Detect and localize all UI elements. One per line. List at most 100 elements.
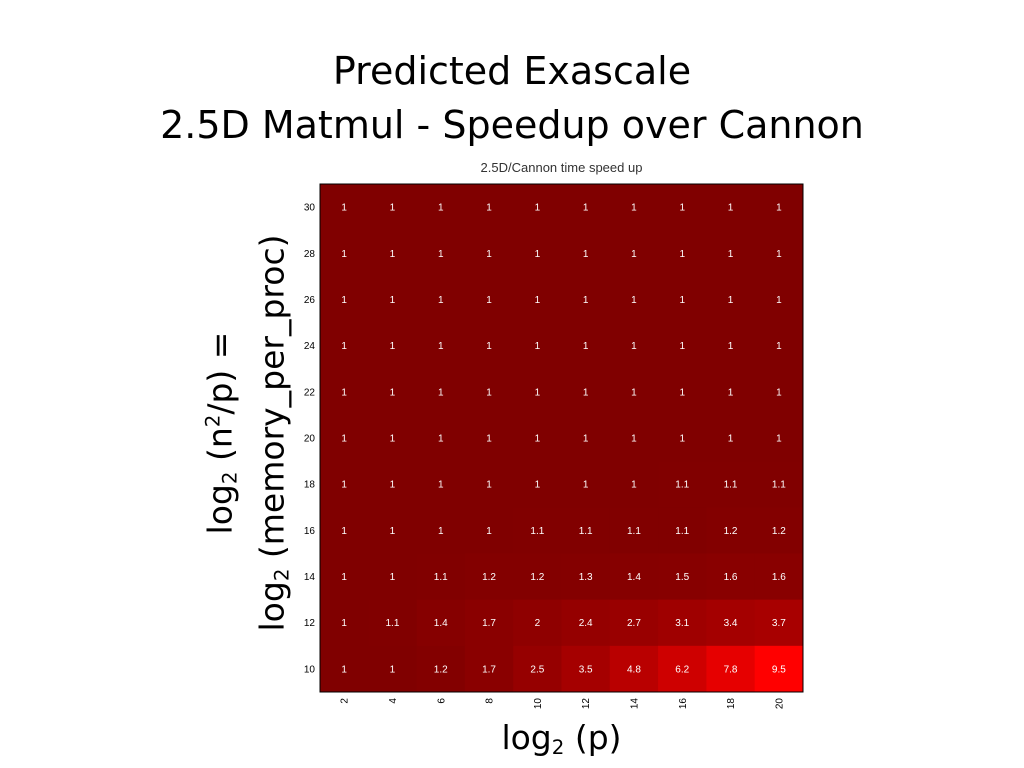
cell-value-label: 1.1 xyxy=(530,526,544,537)
heatmap-cell xyxy=(706,230,756,277)
cell-value-label: 1.1 xyxy=(627,526,641,537)
cell-value-label: 1.1 xyxy=(385,618,399,629)
cell-value-label: 1 xyxy=(679,203,685,214)
slide-title-line2: 2.5D Matmul - Speedup over Cannon xyxy=(160,103,864,147)
cell-value-label: 1 xyxy=(390,387,396,398)
heatmap-cell xyxy=(609,184,659,231)
heatmap-cell xyxy=(416,553,466,601)
heatmap-cell xyxy=(658,276,707,324)
heatmap-cell xyxy=(754,322,804,370)
cell-value-label: 1 xyxy=(486,526,492,537)
cell-value-label: 1 xyxy=(535,295,541,306)
cell-value-label: 1 xyxy=(486,249,492,260)
cell-value-label: 1 xyxy=(535,249,541,260)
cell-value-label: 1.6 xyxy=(724,572,738,583)
cell-value-label: 1.5 xyxy=(675,572,689,583)
heatmap-cell xyxy=(464,553,514,601)
cell-value-label: 1 xyxy=(341,341,347,352)
cell-value-label: 1 xyxy=(341,618,347,629)
heatmap-cell xyxy=(706,599,756,647)
cell-value-label: 1.1 xyxy=(675,480,689,491)
heatmap-cell xyxy=(754,645,804,693)
heatmap-cell xyxy=(754,230,804,277)
heatmap-cell xyxy=(368,230,418,277)
heatmap-cell xyxy=(320,507,369,554)
cell-value-label: 1 xyxy=(438,387,444,398)
cell-value-label: 1 xyxy=(679,434,685,445)
heatmap-cell xyxy=(320,230,369,277)
heatmap-cell xyxy=(368,184,418,231)
heatmap-cell xyxy=(368,322,418,370)
heatmap-cell xyxy=(513,645,562,693)
heatmap-cell xyxy=(320,645,369,693)
heatmap-cell xyxy=(561,645,611,693)
heatmap-cell xyxy=(320,461,369,508)
y-tick-label: 30 xyxy=(304,203,316,214)
cell-value-label: 1 xyxy=(776,387,782,398)
cell-value-label: 1 xyxy=(341,249,347,260)
cell-value-label: 1 xyxy=(583,434,589,445)
plot-title: 2.5D/Cannon time speed up xyxy=(480,160,643,175)
x-label-sub: 2 xyxy=(551,735,565,759)
heatmap-cell xyxy=(706,645,756,693)
heatmap-cell xyxy=(658,368,707,416)
cell-value-label: 1 xyxy=(535,480,541,491)
cell-value-label: 1 xyxy=(776,295,782,306)
cell-value-label: 1 xyxy=(728,295,734,306)
heatmap-cell xyxy=(416,507,466,554)
cell-value-label: 1 xyxy=(535,434,541,445)
cell-value-label: 1 xyxy=(341,203,347,214)
cell-value-label: 1 xyxy=(535,387,541,398)
heatmap-cell xyxy=(754,507,804,554)
cell-value-label: 1 xyxy=(438,434,444,445)
heatmap-cell xyxy=(368,645,418,693)
cell-value-label: 1.1 xyxy=(579,526,593,537)
cell-value-label: 1 xyxy=(728,341,734,352)
heatmap-cell xyxy=(416,322,466,370)
cell-value-label: 1 xyxy=(535,341,541,352)
cell-value-label: 1.1 xyxy=(772,480,786,491)
heatmap-cell xyxy=(609,230,659,277)
cell-value-label: 1 xyxy=(390,341,396,352)
cell-value-label: 1 xyxy=(341,526,347,537)
heatmap-cell xyxy=(658,414,707,462)
heatmap-cell xyxy=(706,507,756,554)
x-tick-label: 12 xyxy=(581,698,592,710)
cell-value-label: 1 xyxy=(631,295,637,306)
heatmap-cell xyxy=(464,368,514,416)
heatmap-cell xyxy=(754,276,804,324)
heatmap-cell xyxy=(706,414,756,462)
cell-value-label: 1 xyxy=(438,341,444,352)
plot-border xyxy=(319,183,804,693)
cell-value-label: 1.7 xyxy=(482,618,496,629)
cell-value-label: 1 xyxy=(486,295,492,306)
heatmap-cell xyxy=(416,230,466,277)
heatmap-cell xyxy=(561,461,611,508)
cell-value-label: 6.2 xyxy=(675,664,689,675)
cell-value-label: 1 xyxy=(631,434,637,445)
cell-value-label: 2 xyxy=(535,618,541,629)
x-tick-label: 8 xyxy=(485,698,496,704)
x-tick-label: 2 xyxy=(340,698,351,704)
heatmap-cell xyxy=(706,184,756,231)
heatmap-cell xyxy=(609,599,659,647)
heatmap-cell xyxy=(561,507,611,554)
cell-value-label: 1 xyxy=(583,387,589,398)
cell-value-label: 1.3 xyxy=(579,572,593,583)
heatmap-cell xyxy=(706,322,756,370)
cell-value-label: 1 xyxy=(486,341,492,352)
heatmap-cell xyxy=(464,414,514,462)
heatmap-cell xyxy=(513,230,562,277)
heatmap-cell xyxy=(658,322,707,370)
x-tick-label: 20 xyxy=(774,698,785,710)
cell-value-label: 1 xyxy=(631,341,637,352)
cell-value-label: 3.7 xyxy=(772,618,786,629)
heatmap-cell xyxy=(513,322,562,370)
heatmap-cell xyxy=(609,645,659,693)
heatmap-cell xyxy=(416,461,466,508)
heatmap-cell xyxy=(609,553,659,601)
heatmap-cell xyxy=(464,507,514,554)
heatmap-cell xyxy=(368,507,418,554)
cell-value-label: 1 xyxy=(390,572,396,583)
